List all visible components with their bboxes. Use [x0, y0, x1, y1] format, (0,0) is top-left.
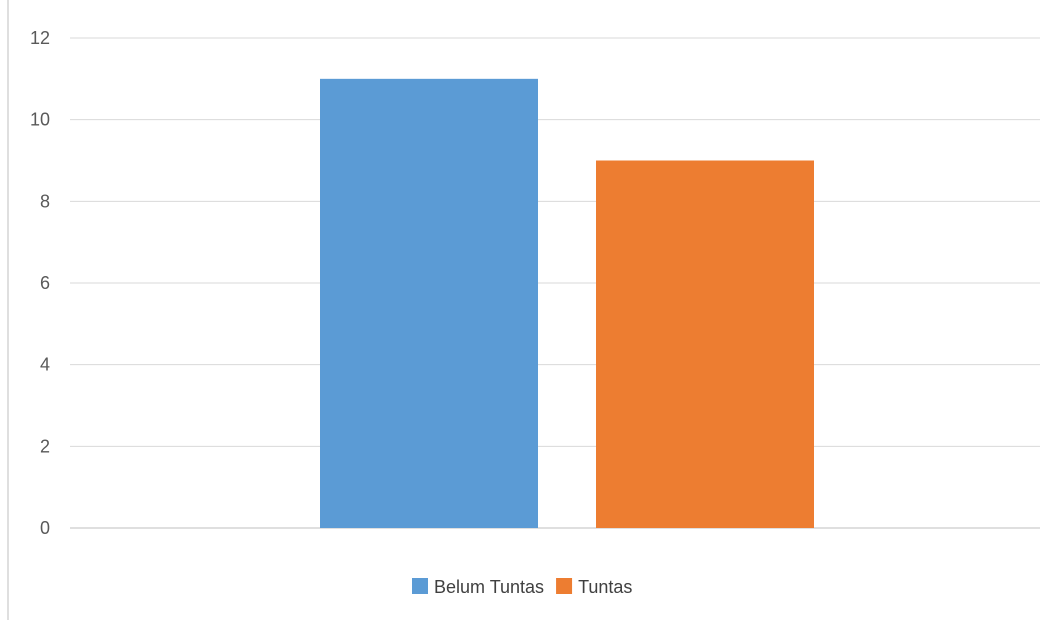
y-tick-label: 12: [30, 28, 50, 48]
legend-swatch: [412, 578, 428, 594]
legend: Belum Tuntas Tuntas: [412, 577, 632, 597]
y-tick-label: 8: [40, 191, 50, 211]
gridlines: [70, 37, 1040, 529]
bars: [320, 78, 814, 528]
y-tick-label: 6: [40, 273, 50, 293]
legend-label: Belum Tuntas: [434, 577, 544, 597]
y-tick-label: 0: [40, 518, 50, 538]
y-tick-label: 10: [30, 110, 50, 130]
legend-swatch: [556, 578, 573, 594]
bar-belum-tuntas: [320, 78, 538, 528]
y-axis-ticks: 0 2 4 6 8 10 12: [30, 28, 50, 538]
y-tick-label: 4: [40, 355, 50, 375]
legend-label: Tuntas: [578, 577, 632, 597]
y-tick-label: 2: [40, 436, 50, 456]
bar-tuntas: [596, 160, 814, 528]
